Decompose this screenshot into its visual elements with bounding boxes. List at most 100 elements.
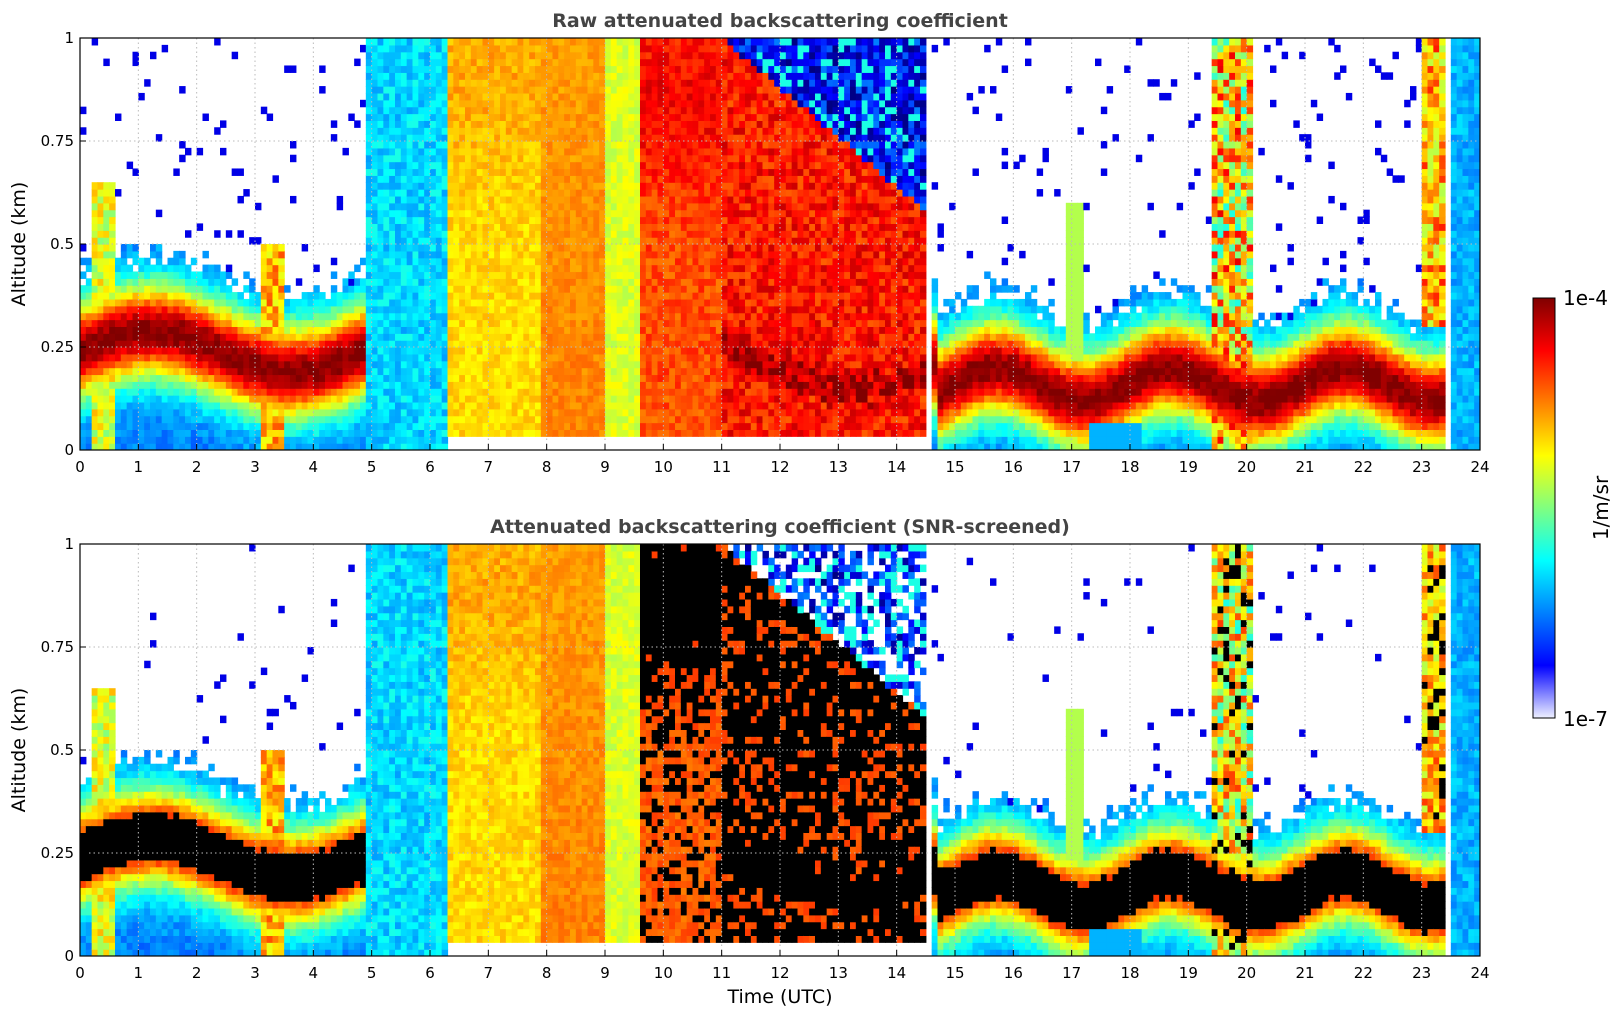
heatmap-cell bbox=[412, 443, 419, 450]
heatmap-cell bbox=[593, 189, 600, 197]
heatmap-cell bbox=[675, 374, 682, 382]
heatmap-cell bbox=[360, 333, 367, 341]
heatmap-cell bbox=[704, 141, 711, 149]
heatmap-cell bbox=[675, 202, 682, 211]
heatmap-cell bbox=[225, 347, 233, 355]
heatmap-cell bbox=[599, 223, 606, 231]
heatmap-cell bbox=[535, 250, 542, 259]
heatmap-cell bbox=[406, 58, 414, 67]
heatmap-cell bbox=[552, 38, 559, 46]
heatmap-cell bbox=[523, 264, 530, 273]
heatmap-cell bbox=[301, 395, 309, 403]
heatmap-cell bbox=[546, 257, 554, 266]
heatmap-cell bbox=[634, 202, 641, 211]
heatmap-cell bbox=[214, 127, 221, 135]
heatmap-cell bbox=[365, 388, 373, 396]
heatmap-cell bbox=[523, 92, 530, 101]
heatmap-cell bbox=[698, 244, 705, 252]
heatmap-cell bbox=[517, 395, 524, 403]
heatmap-cell bbox=[447, 312, 454, 321]
heatmap-cell bbox=[616, 65, 624, 73]
heatmap-cell bbox=[599, 120, 606, 128]
heatmap-cell bbox=[225, 388, 233, 396]
heatmap-cell bbox=[546, 237, 554, 245]
heatmap-cell bbox=[144, 415, 151, 424]
heatmap-cell bbox=[587, 347, 594, 355]
heatmap-cell bbox=[272, 422, 279, 430]
heatmap-cell bbox=[470, 305, 478, 314]
heatmap-cell bbox=[155, 209, 163, 218]
heatmap-cell bbox=[610, 401, 618, 410]
heatmap-cell bbox=[85, 333, 93, 341]
heatmap-cell bbox=[517, 38, 524, 46]
heatmap-cell bbox=[616, 244, 624, 252]
heatmap-cell bbox=[523, 374, 530, 382]
heatmap-cell bbox=[383, 79, 390, 87]
heatmap-cell bbox=[307, 374, 314, 382]
heatmap-cell bbox=[109, 244, 116, 252]
heatmap-cell bbox=[144, 264, 151, 273]
heatmap-cell bbox=[138, 395, 145, 403]
heatmap-cell bbox=[546, 271, 554, 279]
heatmap-cell bbox=[447, 292, 454, 300]
heatmap-cell bbox=[459, 298, 466, 307]
heatmap-cell bbox=[605, 374, 612, 382]
heatmap-cell bbox=[301, 415, 309, 424]
heatmap-cell bbox=[389, 189, 396, 197]
heatmap-cell bbox=[465, 422, 472, 430]
heatmap-cell bbox=[430, 264, 437, 273]
heatmap-cell bbox=[371, 230, 379, 238]
heatmap-cell bbox=[686, 92, 694, 101]
heatmap-cell bbox=[622, 230, 629, 238]
heatmap-cell bbox=[231, 312, 239, 321]
heatmap-cell bbox=[523, 106, 530, 115]
heatmap-cell bbox=[453, 223, 460, 231]
heatmap-cell bbox=[85, 415, 93, 424]
heatmap-cell bbox=[307, 326, 314, 334]
heatmap-cell bbox=[645, 408, 653, 417]
heatmap-cell bbox=[669, 264, 676, 273]
heatmap-cell bbox=[540, 271, 548, 279]
heatmap-cell bbox=[500, 223, 507, 231]
heatmap-cell bbox=[365, 244, 373, 252]
heatmap-cell bbox=[523, 141, 530, 149]
heatmap-cell bbox=[430, 340, 437, 348]
heatmap-cell bbox=[575, 44, 583, 53]
heatmap-cell bbox=[558, 374, 565, 382]
heatmap-cell bbox=[692, 388, 699, 396]
heatmap-cell bbox=[482, 141, 489, 149]
heatmap-cell bbox=[255, 353, 262, 362]
heatmap-cell bbox=[301, 319, 309, 327]
heatmap-cell bbox=[138, 271, 145, 279]
heatmap-cell bbox=[395, 298, 402, 307]
heatmap-cell bbox=[581, 175, 589, 183]
heatmap-cell bbox=[494, 353, 501, 362]
heatmap-cell bbox=[430, 305, 437, 314]
heatmap-cell bbox=[476, 388, 484, 396]
heatmap-cell bbox=[313, 388, 320, 396]
heatmap-cell bbox=[605, 86, 612, 94]
heatmap-cell bbox=[593, 230, 600, 238]
heatmap-cell bbox=[529, 250, 536, 259]
heatmap-cell bbox=[692, 168, 699, 176]
heatmap-cell bbox=[494, 381, 501, 389]
heatmap-cell bbox=[704, 326, 711, 334]
heatmap-cell bbox=[511, 72, 519, 80]
heatmap-cell bbox=[453, 175, 460, 183]
heatmap-cell bbox=[622, 182, 629, 190]
heatmap-cell bbox=[459, 237, 466, 245]
heatmap-cell bbox=[406, 278, 414, 286]
heatmap-cell bbox=[220, 408, 227, 417]
heatmap-cell bbox=[570, 237, 577, 245]
heatmap-cell bbox=[400, 312, 408, 321]
heatmap-cell bbox=[173, 415, 180, 424]
heatmap-cell bbox=[529, 408, 536, 417]
heatmap-cell bbox=[202, 285, 209, 293]
heatmap-cell bbox=[348, 401, 355, 410]
heatmap-cell bbox=[360, 374, 367, 382]
heatmap-cell bbox=[500, 154, 507, 163]
heatmap-cell bbox=[91, 436, 99, 444]
heatmap-cell bbox=[500, 209, 507, 218]
heatmap-cell bbox=[336, 347, 344, 355]
heatmap-cell bbox=[220, 429, 227, 437]
